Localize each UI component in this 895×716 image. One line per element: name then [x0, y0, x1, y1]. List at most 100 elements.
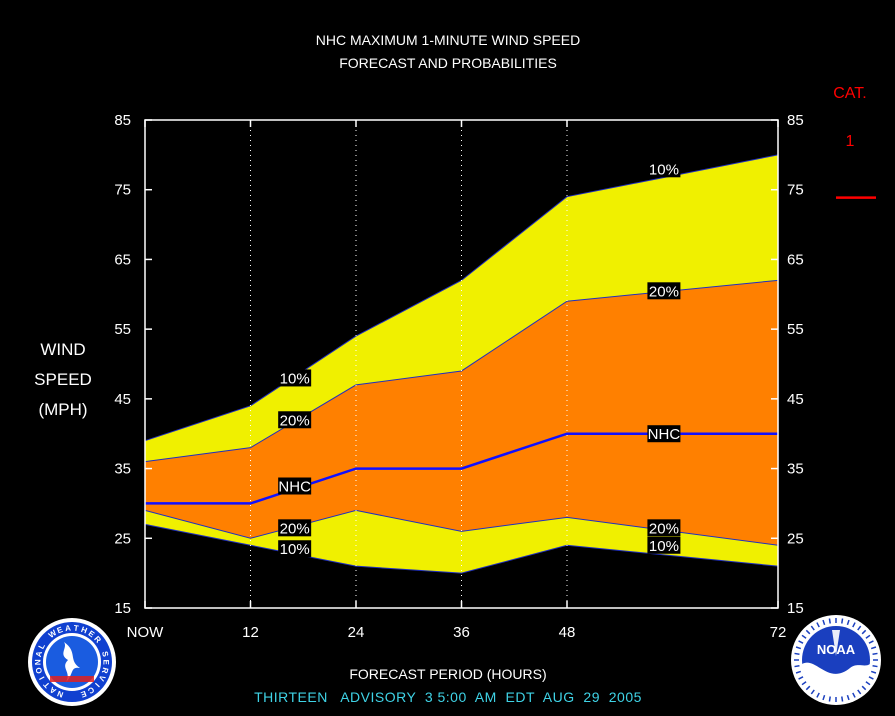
noaa-ring-tick — [828, 618, 831, 624]
nws-ring-letter: S — [100, 650, 110, 658]
noaa-ring-ticks — [794, 618, 878, 702]
lower-20pct-edge — [144, 509, 779, 546]
noaa-ring-tick — [846, 619, 850, 626]
y-tick-label-right: 55 — [787, 321, 804, 338]
noaa-ring-tick — [822, 619, 826, 626]
y-tick-label-right: 15 — [787, 600, 804, 617]
noaa-ring-tick — [868, 640, 874, 644]
nws-ring-letter: A — [48, 685, 58, 696]
y-tick-label-left: 85 — [114, 112, 131, 129]
series-label: NHC — [278, 479, 311, 496]
nhc-forecast-line — [145, 432, 778, 505]
category-legend: CAT. 1 — [833, 85, 876, 199]
noaa-ring-tick — [798, 676, 804, 680]
x-axis-label: FORECAST PERIOD (HOURS) — [349, 666, 546, 682]
noaa-ring-tick — [822, 694, 826, 701]
noaa-ring-tick — [852, 692, 856, 698]
y-tick-label-left: 45 — [114, 391, 131, 408]
x-tick-label: 36 — [453, 624, 470, 641]
noaa-ring-tick — [857, 689, 862, 695]
noaa-ring-tick — [794, 652, 800, 655]
noaa-ring-tick — [841, 696, 844, 702]
noaa-logo-label: NOAA — [817, 642, 856, 657]
nws-ring-letter: V — [96, 674, 107, 684]
noaa-ring-tick — [865, 634, 871, 639]
noaa-ring-tick — [795, 670, 802, 674]
nws-ring-letter: I — [38, 675, 47, 681]
noaa-ring-tick — [852, 622, 856, 628]
series-label-box — [647, 160, 681, 178]
noaa-ring-tick — [816, 692, 820, 698]
series-label: 20% — [280, 520, 310, 537]
noaa-logo-icon: NOAA — [791, 615, 881, 705]
nws-ring-letter: T — [42, 680, 52, 690]
nws-ring-letter: E — [56, 625, 65, 636]
noaa-ring-tick — [798, 640, 804, 644]
series-label-box — [278, 477, 312, 495]
series-label-box — [647, 282, 681, 300]
x-tick-label: 72 — [770, 624, 787, 641]
y-tick-label-left: 15 — [114, 600, 131, 617]
noaa-ring-tick — [870, 646, 877, 650]
y-tick-label-left: 75 — [114, 182, 131, 199]
y-tick-label-right: 45 — [787, 391, 804, 408]
noaa-ring-tick — [828, 696, 831, 702]
upper-10pct-edge — [144, 154, 779, 442]
series-label-box — [647, 425, 681, 443]
noaa-ring-tick — [805, 629, 811, 635]
y-tick-label-left: 55 — [114, 321, 131, 338]
nws-ring-letter: E — [79, 689, 88, 700]
series-label: 20% — [280, 412, 310, 429]
x-tick-label: 48 — [559, 624, 576, 641]
series-label-box — [278, 369, 312, 387]
series-label: 20% — [649, 283, 679, 300]
noaa-ring-tick — [794, 665, 800, 668]
y-tick-label-right: 65 — [787, 251, 804, 268]
noaa-ring-tick — [872, 665, 878, 668]
noaa-ring-tick — [841, 618, 844, 624]
noaa-ring-tick — [861, 685, 867, 691]
noaa-ring-tick — [870, 670, 877, 674]
series-label-box — [278, 519, 312, 537]
lower-10pct-edge — [144, 523, 779, 574]
plot-area: 15 15 25 25 35 35 45 45 55 55 65 65 75 75 85 85 NOW 12 24 3… — [114, 112, 803, 641]
x-tick-label: 24 — [348, 624, 365, 641]
series-label: 10% — [649, 161, 679, 178]
series-label-box — [278, 411, 312, 429]
series-label-box — [647, 536, 681, 554]
noaa-ring-tick — [865, 681, 871, 686]
y-axis-label-line: SPEED — [34, 370, 92, 389]
chart-title: NHC MAXIMUM 1-MINUTE WIND SPEED — [316, 32, 580, 48]
nws-ring-letter: C — [86, 685, 96, 696]
y-tick-label-left: 35 — [114, 461, 131, 478]
x-tick-label: NOW — [127, 624, 165, 641]
y-tick-label-right: 75 — [787, 182, 804, 199]
upper-20pct-edge — [144, 279, 779, 463]
nws-ring-letter: R — [92, 634, 103, 644]
noaa-ring-tick — [795, 646, 802, 650]
y-axis-label: WIND SPEED (MPH) — [34, 340, 92, 419]
series-label-box — [647, 519, 681, 537]
nws-ring-letter: R — [100, 667, 110, 675]
noaa-ring-tick — [810, 625, 815, 631]
nws-ring-letter: H — [80, 625, 89, 636]
nws-ring-letter: A — [34, 650, 44, 658]
noaa-ring-tick — [801, 634, 807, 639]
series-label: 10% — [280, 370, 310, 387]
noaa-ring-tick — [872, 652, 878, 655]
noaa-ring-tick — [861, 629, 867, 635]
nws-ring-letter: N — [56, 689, 65, 700]
nws-ring-letter: T — [73, 623, 79, 633]
noaa-ring-tick — [801, 681, 807, 686]
noaa-ring-tick — [816, 622, 820, 628]
nws-ring-letter: I — [93, 681, 101, 689]
nws-ring-letter: W — [47, 628, 59, 640]
nws-ring-letter: N — [33, 659, 42, 665]
category-legend-title: CAT. — [833, 85, 866, 102]
chart-subtitle: FORECAST AND PROBABILITIES — [339, 55, 557, 71]
y-tick-label-right: 85 — [787, 112, 804, 129]
series-label-box — [278, 540, 312, 558]
nws-ring-letter: O — [34, 666, 44, 674]
y-axis-label-line: WIND — [40, 340, 85, 359]
